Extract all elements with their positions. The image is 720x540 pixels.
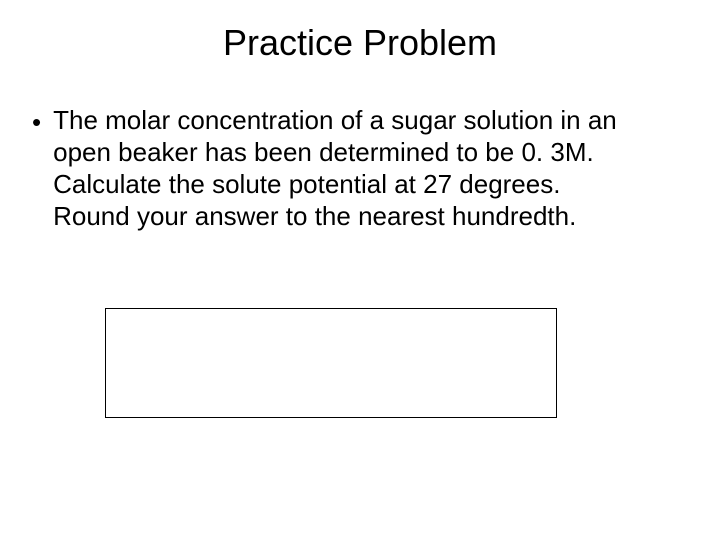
- bullet-text: The molar concentration of a sugar solut…: [53, 104, 633, 232]
- bullet-glyph: •: [30, 104, 53, 138]
- answer-box: [105, 308, 557, 418]
- slide-body: • The molar concentration of a sugar sol…: [0, 64, 720, 232]
- slide: Practice Problem • The molar concentrati…: [0, 0, 720, 540]
- bullet-item: • The molar concentration of a sugar sol…: [30, 104, 690, 232]
- slide-title: Practice Problem: [0, 0, 720, 64]
